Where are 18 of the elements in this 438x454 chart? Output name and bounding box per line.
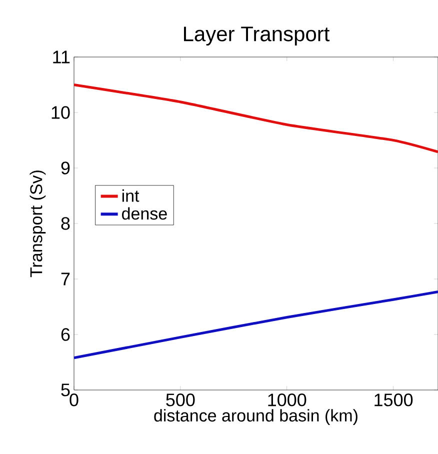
x-axis-title: distance around basin (km) [154, 409, 358, 425]
y-axis-title: Transport (Sv) [30, 170, 46, 278]
line-series [74, 290, 438, 360]
x-tick-label: 1500 [374, 394, 413, 406]
legend-label: dense [122, 207, 167, 220]
line-series [74, 83, 438, 154]
y-tick-label: 11 [53, 50, 70, 64]
y-tick-label: 9 [61, 162, 70, 174]
legend-label: int [122, 189, 140, 202]
y-tick-label: 10 [52, 106, 70, 119]
x-tick-label: 1000 [268, 394, 306, 406]
y-tick-label: 7 [61, 272, 70, 286]
y-tick-label: 6 [61, 328, 70, 341]
y-tick-label: 8 [61, 217, 70, 230]
x-tick-label: 0 [70, 394, 78, 406]
chart-title: Layer Transport [184, 26, 330, 46]
x-tick-label: 500 [166, 394, 195, 406]
y-tick-label: 5 [61, 384, 70, 396]
